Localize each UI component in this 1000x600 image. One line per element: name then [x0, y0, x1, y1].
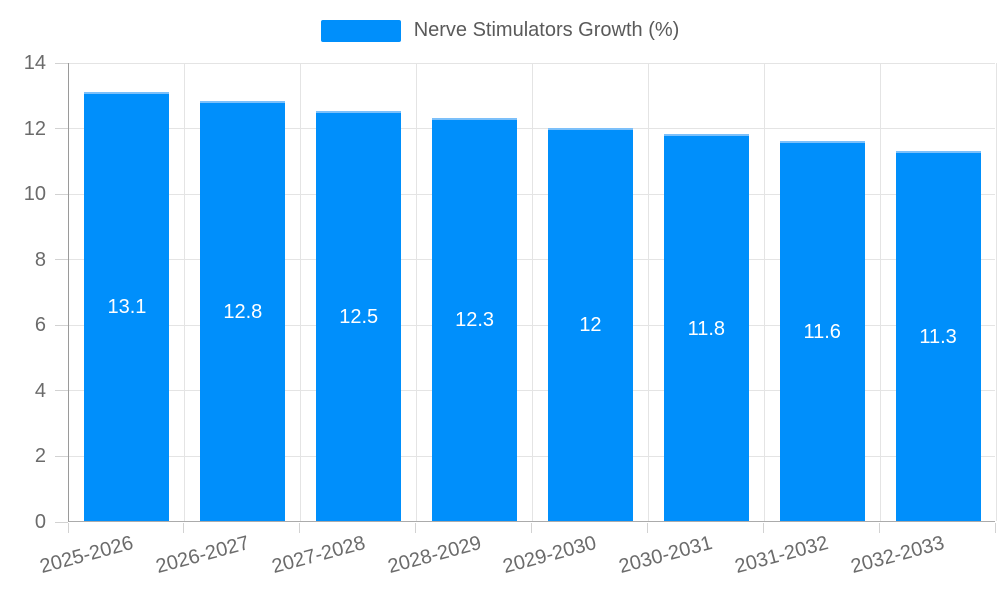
x-axis-label: 2025-2026 [37, 532, 136, 579]
y-axis-tick [55, 521, 68, 523]
legend-swatch-icon [320, 19, 401, 42]
bar[interactable] [663, 134, 749, 521]
gridline-vertical [763, 63, 765, 521]
x-axis-tick [762, 523, 764, 533]
x-axis-tick [67, 523, 69, 533]
bar[interactable] [84, 91, 170, 521]
legend: Nerve Stimulators Growth (%) [0, 19, 1000, 42]
y-axis-tick [55, 128, 68, 130]
x-axis-tick [878, 523, 880, 533]
gridline-vertical [995, 63, 997, 521]
x-axis-label: 2031-2032 [732, 532, 831, 579]
x-axis-label: 2032-2033 [848, 532, 947, 579]
x-axis-tick [531, 523, 532, 533]
gridline-vertical [300, 63, 302, 521]
y-axis-label: 12 [23, 117, 46, 140]
y-axis-label: 4 [34, 379, 46, 402]
y-axis-tick [55, 193, 68, 195]
x-axis-label: 2026-2027 [153, 532, 252, 579]
x-axis-tick [299, 523, 301, 533]
gridline-vertical [532, 63, 533, 521]
bar-value-label: 12.8 [223, 301, 263, 324]
y-axis-tick [55, 455, 68, 457]
y-axis-label: 0 [34, 511, 46, 533]
gridline-vertical [879, 63, 881, 521]
y-axis-label: 8 [34, 248, 46, 271]
x-axis-label: 2027-2028 [269, 532, 368, 579]
bar-value-label: 11.6 [803, 320, 841, 343]
legend-label: Nerve Stimulators Growth (%) [413, 19, 680, 41]
bar-value-label: 11.8 [687, 317, 726, 340]
bar-value-label: 12.5 [339, 306, 379, 329]
gridline-vertical [184, 63, 186, 521]
bar-value-label: 12 [579, 314, 602, 337]
x-axis-label: 2029-2030 [501, 532, 600, 579]
gridline-vertical [416, 63, 418, 521]
y-axis-tick [55, 324, 68, 326]
x-axis-label: 2030-2031 [616, 532, 716, 579]
y-axis-tick [55, 62, 68, 64]
y-axis-tick [55, 259, 68, 261]
y-axis-label: 10 [23, 183, 46, 206]
plot-area: 13.1 12.8 12.5 12.3 12 11.8 11.6 11.3 [68, 62, 997, 522]
bar-value-label: 13.1 [107, 296, 147, 319]
bar-value-label: 12.3 [455, 309, 495, 332]
x-axis-label: 2028-2029 [385, 532, 484, 579]
x-axis-tick [646, 523, 648, 533]
bar[interactable] [316, 111, 402, 521]
legend-item[interactable]: Nerve Stimulators Growth (%) [320, 19, 680, 42]
bar[interactable] [779, 140, 865, 521]
bar[interactable] [895, 150, 981, 521]
bar[interactable] [432, 117, 518, 521]
bar[interactable] [200, 101, 286, 521]
bar[interactable] [547, 127, 633, 521]
y-axis-label: 14 [23, 52, 46, 74]
x-axis-tick [415, 523, 417, 533]
y-axis-tick [55, 390, 68, 392]
y-axis-label: 6 [34, 314, 46, 337]
gridline-vertical [647, 63, 649, 521]
y-axis-label: 2 [34, 445, 46, 468]
x-axis-tick [994, 523, 996, 533]
bar-value-label: 11.3 [919, 325, 957, 348]
x-axis-tick [183, 523, 185, 533]
